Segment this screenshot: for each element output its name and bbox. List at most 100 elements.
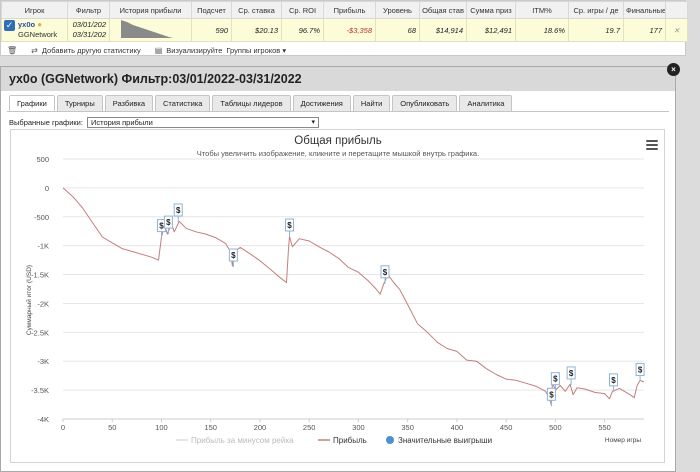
header-level[interactable]: Уровень bbox=[375, 1, 420, 19]
header-itm[interactable]: ITM% bbox=[515, 1, 569, 19]
user-icon: ● bbox=[37, 20, 43, 29]
x-tick-label: 0 bbox=[61, 423, 65, 432]
y-tick-label: 500 bbox=[36, 155, 49, 164]
big-win-marker[interactable]: $ bbox=[550, 372, 560, 391]
big-win-marker-box bbox=[163, 215, 173, 229]
stats-table: Игрок Фильтр История прибыли Подсчет Ср.… bbox=[1, 1, 688, 42]
big-win-marker-label: $ bbox=[569, 369, 574, 378]
big-win-marker[interactable]: $ bbox=[173, 203, 183, 222]
profit-cell: -$3,358 bbox=[323, 18, 376, 42]
big-win-marker[interactable]: $ bbox=[228, 248, 238, 268]
big-win-marker[interactable]: $ bbox=[163, 215, 173, 235]
x-tick-label: 250 bbox=[303, 423, 316, 432]
y-tick-label: -1K bbox=[37, 242, 49, 251]
chart-legend: Прибыль за минусом рейка Прибыль Значите… bbox=[176, 436, 492, 445]
tab-analytics[interactable]: Аналитика bbox=[459, 95, 513, 111]
big-win-marker[interactable]: $ bbox=[380, 265, 390, 284]
big-win-marker-box bbox=[173, 203, 183, 217]
big-win-marker-label: $ bbox=[176, 206, 181, 215]
selected-graphs-label: Выбранные графики: bbox=[9, 118, 83, 127]
player-network: GGNetwork bbox=[18, 30, 58, 39]
big-win-marker-label: $ bbox=[553, 375, 558, 384]
tab-achievements[interactable]: Достижения bbox=[292, 95, 351, 111]
big-win-marker-label: $ bbox=[231, 251, 236, 260]
close-icon[interactable]: × bbox=[667, 63, 680, 76]
big-win-marker[interactable]: $ bbox=[546, 387, 556, 407]
header-prize-sum[interactable]: Сумма приз bbox=[466, 1, 516, 19]
y-tick-label: -500 bbox=[34, 213, 49, 222]
tab-leaderboards[interactable]: Таблицы лидеров bbox=[212, 95, 291, 111]
stats-row[interactable]: ✓ yx0o ● GGNetwork 03/01/202 03/31/202 5… bbox=[1, 18, 688, 42]
big-win-marker-label: $ bbox=[549, 390, 554, 399]
header-finals[interactable]: Финальные bbox=[623, 1, 666, 19]
x-tick-label: 450 bbox=[500, 423, 513, 432]
y-axis-label: Суммарный итог (USD) bbox=[25, 265, 33, 335]
player-cell: ✓ yx0o ● GGNetwork bbox=[1, 18, 68, 42]
big-win-marker-label: $ bbox=[611, 376, 616, 385]
big-win-marker[interactable]: $ bbox=[608, 373, 618, 392]
profit-sparkline-cell bbox=[109, 18, 192, 42]
dialog-tabs: Графики Турниры Разбивка Статистика Табл… bbox=[9, 95, 513, 111]
legend-bigwins-label[interactable]: Значительные выигрыши bbox=[398, 436, 492, 445]
header-avg-games-day[interactable]: Ср. игры / де bbox=[568, 1, 624, 19]
header-profit-history[interactable]: История прибыли bbox=[109, 1, 192, 19]
chart-subtitle: Чтобы увеличить изображение, кликните и … bbox=[197, 149, 479, 158]
add-stat-button[interactable]: Добавить другую статистику bbox=[41, 45, 141, 55]
groups-dropdown[interactable]: Группы игроков ▾ bbox=[226, 46, 286, 55]
player-name[interactable]: yx0o bbox=[18, 20, 36, 29]
x-tick-label: 100 bbox=[155, 423, 168, 432]
trash-icon[interactable]: 🗑 bbox=[7, 45, 18, 55]
chart-container[interactable]: 500 0 -500 -1K -1.5K -2K -2.5K -3K -3.5K -4K 0 50 10… bbox=[10, 129, 665, 463]
tab-tournaments[interactable]: Турниры bbox=[56, 95, 103, 111]
avg-games-day-cell: 19.7 bbox=[568, 18, 624, 42]
x-tick-label: 300 bbox=[352, 423, 365, 432]
header-avg-roi[interactable]: Ср. ROI bbox=[281, 1, 324, 19]
stats-panel: Игрок Фильтр История прибыли Подсчет Ср.… bbox=[0, 0, 688, 56]
legend-profit-label[interactable]: Прибыль bbox=[333, 436, 367, 445]
big-win-marker[interactable]: $ bbox=[566, 366, 576, 385]
big-win-marker-box bbox=[608, 373, 618, 387]
big-win-marker-label: $ bbox=[287, 221, 292, 230]
header-filter[interactable]: Фильтр bbox=[67, 1, 110, 19]
header-profit[interactable]: Прибыль bbox=[323, 1, 376, 19]
profit-chart[interactable]: 500 0 -500 -1K -1.5K -2K -2.5K -3K -3.5K -4K 0 50 10… bbox=[11, 130, 666, 464]
big-win-marker-label: $ bbox=[159, 222, 164, 231]
y-tick-label: -3.5K bbox=[31, 386, 49, 395]
big-win-marker-label: $ bbox=[166, 218, 171, 227]
chart-menu-icon[interactable] bbox=[646, 140, 658, 150]
tab-breakdown[interactable]: Разбивка bbox=[104, 95, 154, 111]
add-stat-icon: ⇄ bbox=[31, 45, 38, 55]
y-tick-label: -2.5K bbox=[31, 328, 49, 337]
legend-rake-label[interactable]: Прибыль за минусом рейка bbox=[191, 436, 294, 445]
x-tick-label: 350 bbox=[401, 423, 414, 432]
filter-cell: 03/01/202 03/31/202 bbox=[67, 18, 110, 42]
chevron-down-icon: ▾ bbox=[282, 45, 287, 55]
header-player[interactable]: Игрок bbox=[1, 1, 68, 19]
row-checkbox[interactable]: ✓ bbox=[4, 20, 15, 31]
dialog-title: yx0o (GGNetwork) Фильтр:03/01/2022-03/31… bbox=[1, 67, 675, 91]
graph-select-value: История прибыли bbox=[90, 118, 153, 127]
x-tick-label: 50 bbox=[108, 423, 116, 432]
chevron-down-icon: ▾ bbox=[311, 119, 315, 126]
visualize-button[interactable]: Визуализируйте bbox=[166, 45, 223, 55]
big-win-marker-box bbox=[546, 387, 556, 401]
tab-charts[interactable]: Графики bbox=[9, 95, 55, 111]
x-tick-label: 500 bbox=[549, 423, 562, 432]
finals-cell: 177 bbox=[623, 18, 666, 42]
y-tick-label: -4K bbox=[37, 415, 49, 424]
big-win-marker[interactable]: $ bbox=[635, 362, 645, 382]
itm-cell: 18.6% bbox=[515, 18, 569, 42]
header-count[interactable]: Подсчет bbox=[191, 1, 232, 19]
chart-icon: ▤ bbox=[154, 45, 163, 55]
header-total-stake[interactable]: Общая став bbox=[419, 1, 467, 19]
y-tick-label: -2K bbox=[37, 299, 49, 308]
remove-row-icon[interactable]: ✕ bbox=[665, 18, 688, 42]
tab-find[interactable]: Найти bbox=[352, 95, 391, 111]
header-avg-stake[interactable]: Ср. ставка bbox=[231, 1, 282, 19]
tab-publish[interactable]: Опубликовать bbox=[392, 95, 458, 111]
big-win-marker[interactable]: $ bbox=[284, 218, 294, 237]
tab-statistics[interactable]: Статистика bbox=[155, 95, 211, 111]
graph-select[interactable]: История прибыли ▾ bbox=[86, 117, 319, 128]
big-win-marker-box bbox=[228, 248, 238, 262]
x-tick-label: 200 bbox=[254, 423, 267, 432]
